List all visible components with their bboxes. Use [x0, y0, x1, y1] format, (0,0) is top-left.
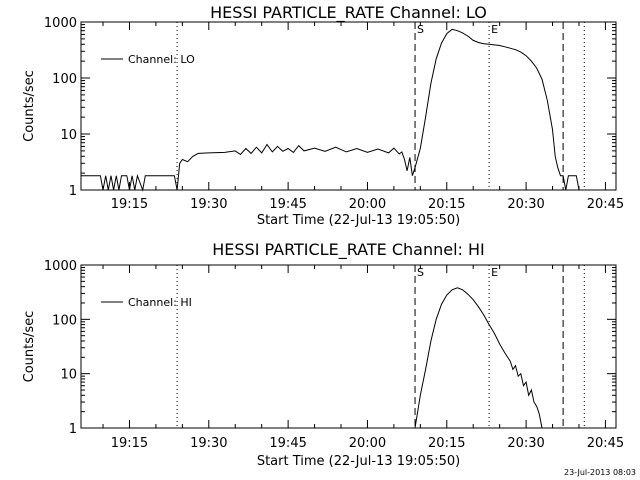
- chart-title: HESSI PARTICLE_RATE Channel: HI: [212, 240, 485, 260]
- x-tick-label: 20:15: [428, 436, 465, 451]
- chart-title: HESSI PARTICLE_RATE Channel: LO: [210, 3, 487, 23]
- y-tick-label: 10: [60, 128, 77, 143]
- legend-entry: Channel: LO: [128, 53, 195, 66]
- x-tick-label: 19:15: [111, 197, 148, 212]
- x-tick-label: 19:45: [269, 436, 306, 451]
- x-tick-label: 20:45: [587, 436, 624, 451]
- x-tick-label: 19:45: [269, 197, 306, 212]
- x-tick-label: 20:00: [349, 436, 386, 451]
- y-tick-label: 1000: [44, 259, 77, 274]
- x-tick-label: 20:30: [507, 197, 544, 212]
- x-tick-label: 19:15: [111, 436, 148, 451]
- marker-label: S: [417, 23, 424, 36]
- series-line: [81, 28, 585, 192]
- x-axis-label: Start Time (22-Jul-13 19:05:50): [257, 213, 460, 228]
- marker-label: E: [491, 23, 498, 36]
- x-axis-label: Start Time (22-Jul-13 19:05:50): [257, 454, 460, 469]
- legend-entry: Channel: HI: [128, 296, 192, 309]
- marker-label: S: [417, 266, 424, 279]
- y-tick-label: 10: [60, 368, 77, 383]
- x-tick-label: 20:45: [587, 197, 624, 212]
- x-tick-label: 20:15: [428, 197, 465, 212]
- plot-frame: [80, 21, 617, 191]
- y-axis-label: Counts/sec: [22, 70, 37, 142]
- y-tick-label: 100: [52, 313, 77, 328]
- y-tick-label: 1000: [44, 16, 77, 31]
- plot-frame: [80, 264, 617, 429]
- footer-timestamp: 23-Jul-2013 08:03: [564, 468, 636, 477]
- marker-label: E: [491, 266, 498, 279]
- x-tick-label: 20:30: [507, 436, 544, 451]
- y-tick-label: 100: [52, 72, 77, 87]
- y-tick-label: 1: [69, 422, 77, 437]
- y-axis-label: Counts/sec: [22, 311, 37, 383]
- x-tick-label: 19:30: [190, 436, 227, 451]
- x-tick-label: 19:30: [190, 197, 227, 212]
- chart-panel-2: HESSI PARTICLE_RATE Channel: HI 19:15 19:3…: [22, 240, 624, 469]
- y-tick-label: 1: [69, 184, 77, 199]
- series-line: [414, 287, 543, 429]
- x-tick-label: 20:00: [349, 197, 386, 212]
- chart-panel-1: HESSI PARTICLE_RATE Channel: LO 19:15 19:3…: [22, 3, 624, 228]
